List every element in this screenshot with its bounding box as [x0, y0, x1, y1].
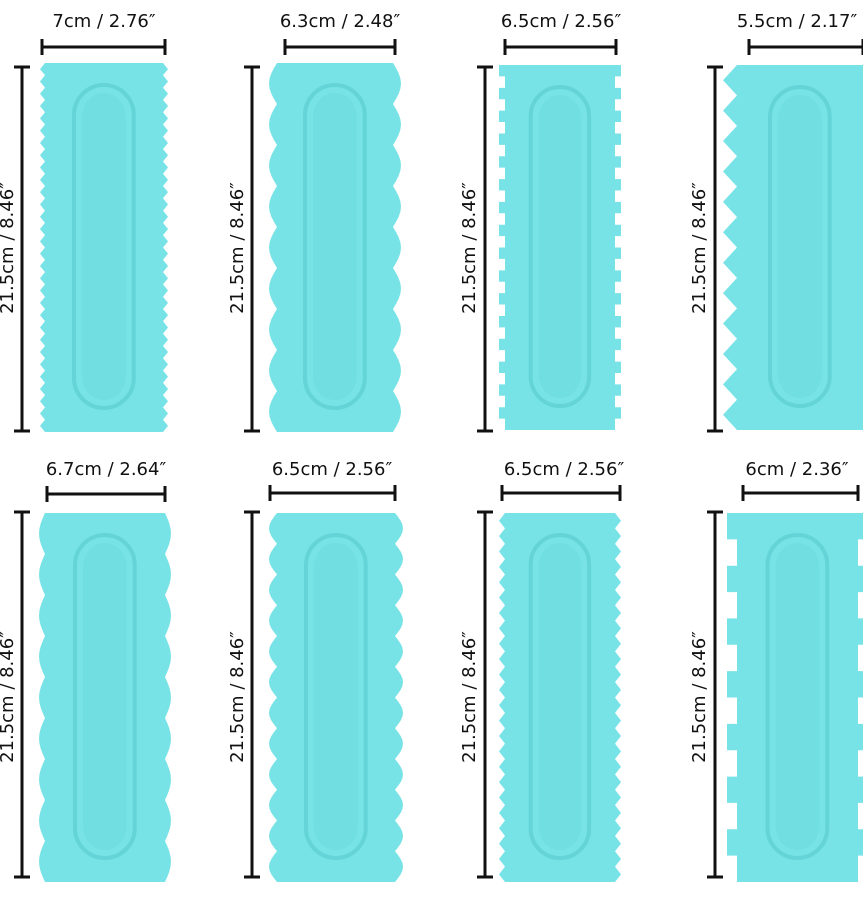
handle-recess: [778, 95, 822, 398]
scraper-4: 5.5cm / 2.17″ 21.5cm / 8.46″: [645, 0, 863, 450]
scraper-5: 6.7cm / 2.64″ 21.5cm / 8.46″: [0, 450, 215, 900]
handle-recess: [314, 543, 358, 850]
width-label: 6cm / 2.36″: [745, 459, 849, 480]
handle-slot: [304, 533, 368, 860]
handle-recess: [82, 93, 126, 400]
scraper-body: [39, 513, 171, 882]
handle-slot: [768, 85, 832, 408]
handle-recess: [538, 95, 582, 398]
scraper-drawing: [707, 485, 863, 882]
width-dimension-line: [741, 485, 860, 501]
scraper-6: 6.5cm / 2.56″ 21.5cm / 8.46″: [215, 450, 430, 900]
scraper-drawing: [477, 39, 621, 433]
height-dimension-line: [14, 510, 30, 879]
handle-slot: [528, 533, 592, 860]
width-dimension-line: [283, 39, 397, 55]
width-label: 6.5cm / 2.56″: [503, 459, 625, 480]
scraper-body: [269, 63, 401, 432]
scraper-3: 6.5cm / 2.56″ 21.5cm / 8.46″: [430, 0, 645, 450]
handle-slot: [72, 83, 136, 410]
handle-recess: [83, 543, 127, 850]
handle-slot: [528, 85, 592, 408]
scraper-drawing: [14, 39, 168, 433]
height-dimension-line: [244, 510, 260, 879]
handle-recess: [538, 543, 582, 850]
width-dimension-line: [268, 485, 397, 501]
scraper-2: 6.3cm / 2.48″ 21.5cm / 8.46″: [215, 0, 430, 450]
scraper-1: 7cm / 2.76″ 21.5cm / 8.46″: [0, 0, 215, 450]
height-dimension-line: [477, 65, 493, 433]
handle-recess: [775, 543, 820, 850]
handle-slot: [765, 533, 830, 860]
handle-recess: [313, 93, 357, 400]
height-dimension-line: [244, 65, 260, 433]
scraper-drawing: [477, 485, 622, 882]
width-label: 5.5cm / 2.17″: [736, 11, 858, 32]
width-label: 6.5cm / 2.56″: [271, 459, 393, 480]
scraper-body: [269, 513, 403, 882]
scraper-drawing: [707, 39, 863, 433]
width-label: 6.3cm / 2.48″: [279, 11, 401, 32]
height-dimension-line: [477, 510, 493, 879]
scraper-8: 6cm / 2.36″ 21.5cm / 8.46″: [645, 450, 863, 900]
width-label: 7cm / 2.76″: [52, 11, 156, 32]
width-dimension-line: [747, 39, 863, 55]
width-label: 6.7cm / 2.64″: [45, 459, 167, 480]
scraper-drawing: [244, 485, 403, 882]
width-dimension-line: [500, 485, 622, 501]
scraper-drawing: [14, 486, 171, 882]
width-dimension-line: [40, 39, 167, 55]
height-dimension-line: [707, 510, 723, 879]
width-dimension-line: [45, 486, 167, 502]
height-dimension-line: [14, 65, 30, 433]
scraper-7: 6.5cm / 2.56″ 21.5cm / 8.46″: [430, 450, 645, 900]
handle-slot: [73, 533, 137, 860]
scraper-drawing: [244, 39, 401, 433]
height-dimension-line: [707, 65, 723, 433]
width-dimension-line: [503, 39, 618, 55]
width-label: 6.5cm / 2.56″: [500, 11, 622, 32]
handle-slot: [303, 83, 367, 410]
